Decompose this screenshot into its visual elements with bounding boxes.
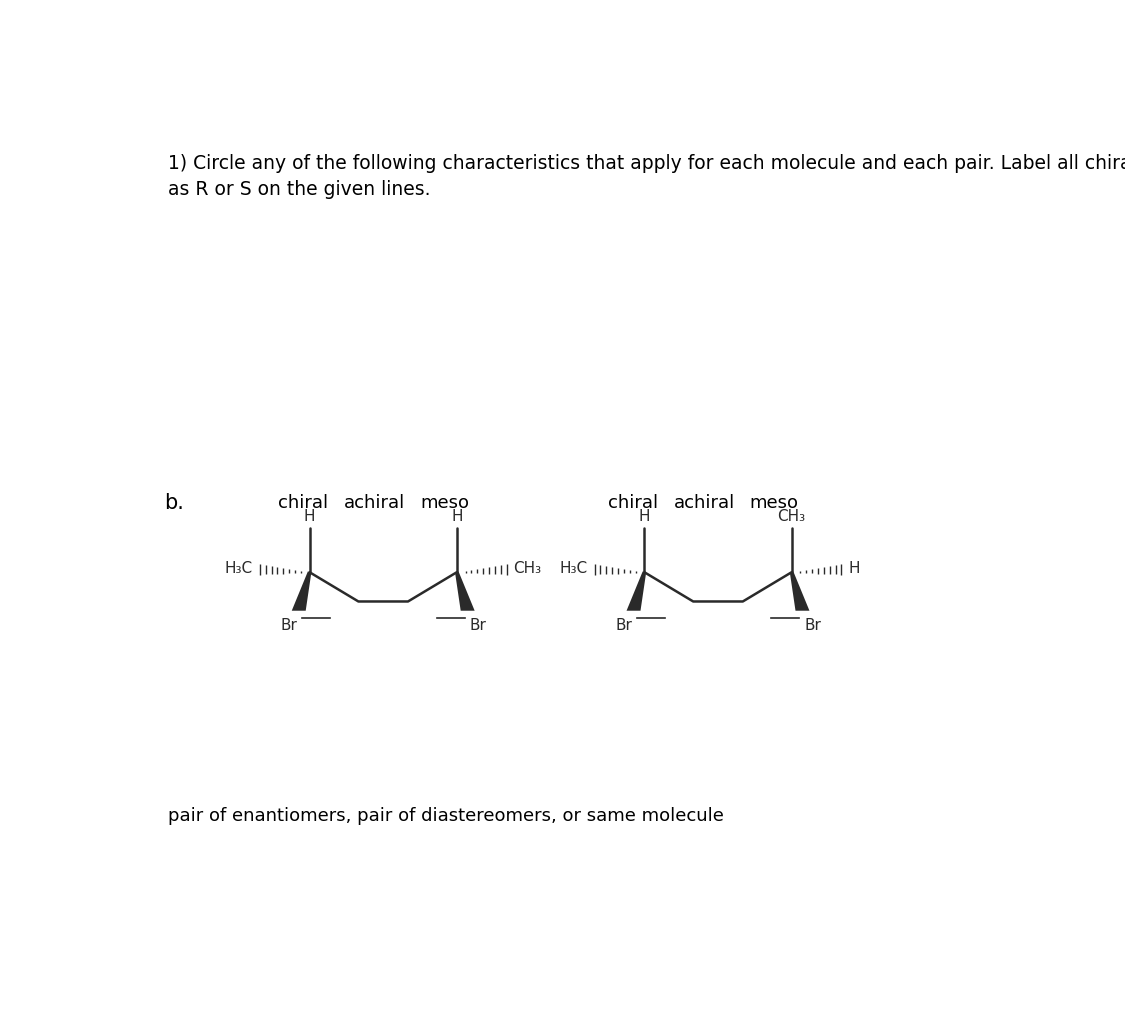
Text: as R or S on the given lines.: as R or S on the given lines. [168,180,430,199]
Text: CH₃: CH₃ [777,509,805,523]
Text: meso: meso [420,494,469,512]
Polygon shape [456,572,475,611]
Text: achiral: achiral [674,494,735,512]
Text: H₃C: H₃C [559,560,587,576]
Text: H: H [848,560,860,576]
Text: H: H [451,509,462,523]
Text: pair of enantiomers, pair of diastereomers, or same molecule: pair of enantiomers, pair of diastereome… [168,808,723,825]
Text: Br: Br [804,618,821,634]
Text: chiral: chiral [608,494,658,512]
Text: 1) Circle any of the following characteristics that apply for each molecule and : 1) Circle any of the following character… [168,154,1125,173]
Text: H: H [639,509,650,523]
Text: b.: b. [164,493,183,513]
Polygon shape [291,572,312,611]
Text: meso: meso [749,494,799,512]
Text: H₃C: H₃C [225,560,253,576]
Polygon shape [627,572,646,611]
Text: H: H [304,509,315,523]
Text: CH₃: CH₃ [513,560,541,576]
Polygon shape [790,572,810,611]
Text: Br: Br [615,618,632,634]
Text: achiral: achiral [344,494,405,512]
Text: Br: Br [469,618,486,634]
Text: Br: Br [280,618,297,634]
Text: chiral: chiral [278,494,328,512]
